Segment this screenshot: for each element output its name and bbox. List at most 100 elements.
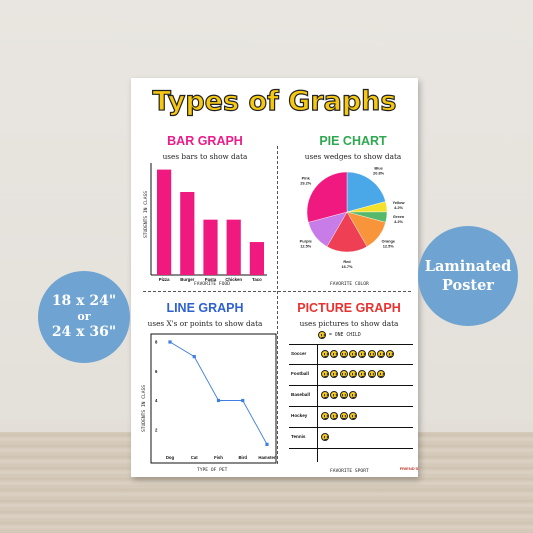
- smiley-face-icon: [321, 412, 329, 420]
- pie-chart-xlabel: FAVORITE COLOR: [330, 282, 369, 287]
- smiley-face-icon: [348, 350, 357, 358]
- picture-row-line: [289, 385, 413, 386]
- pie-label: Pink: [302, 175, 311, 180]
- smiley-face-icon: [318, 331, 326, 339]
- pie-pct-label: 12.5%: [300, 244, 312, 249]
- bar-tick-label: Pizza: [159, 277, 170, 282]
- poster: Types of Graphs BAR GRAPH uses bars to s…: [131, 78, 418, 477]
- picture-graph-axis: [317, 344, 318, 462]
- picture-graph-subtitle: uses pictures to show data: [299, 319, 399, 328]
- pie-label: Yellow: [392, 200, 405, 205]
- vertical-divider: [277, 146, 278, 464]
- line-point: [265, 442, 269, 446]
- smiley-face-icon: [348, 391, 357, 399]
- pie-pct-label: 12.5%: [383, 244, 395, 249]
- smiley-face-icon: [358, 350, 367, 358]
- smiley-face-icon: [330, 391, 339, 399]
- line-point: [216, 398, 221, 403]
- pie-label: Green: [393, 214, 405, 219]
- picture-row-line: [289, 427, 413, 428]
- bar-graph-subtitle: uses bars to show data: [162, 152, 248, 161]
- line-graph-subtitle: uses X's or points to show data: [147, 319, 263, 328]
- smiley-face-icon: [339, 391, 348, 399]
- pie-pct-label: 29.2%: [300, 180, 312, 185]
- line-y-tick: 6: [155, 369, 158, 374]
- bar-graph-title: BAR GRAPH: [167, 134, 243, 148]
- line-chart: 8 6 4 2 Dog Cat Fish Bird Hamster: [150, 333, 277, 464]
- smiley-face-icon: [339, 370, 348, 378]
- line-y-tick: 2: [155, 427, 158, 432]
- smiley-face-icon: [367, 370, 376, 378]
- poster-title: Types of Graphs: [152, 85, 397, 117]
- picture-graph-key: = ONE CHILD: [329, 333, 361, 338]
- pie-chart-subtitle: uses wedges to show data: [304, 152, 402, 161]
- pie-pct-label: 20.8%: [373, 171, 385, 176]
- pie-pct-label: 16.7%: [341, 264, 353, 269]
- line-series: [169, 341, 268, 445]
- picture-row-label: Tennis: [291, 434, 306, 439]
- horizontal-divider: [143, 291, 411, 292]
- smiley-face-icon: [321, 350, 329, 358]
- bar: [203, 219, 218, 275]
- pie-chart-title: PIE CHART: [319, 134, 387, 148]
- line-x-tick: Cat: [191, 455, 198, 460]
- picture-row-line: [289, 406, 413, 407]
- bar-tick-label: Chicken: [225, 277, 242, 282]
- picture-row-label: Football: [291, 371, 309, 376]
- laminated-badge-line1: Laminated: [424, 258, 512, 275]
- line-x-tick: Bird: [238, 455, 247, 460]
- smiley-face-icon: [330, 370, 339, 378]
- size-badge-line2: or: [77, 310, 91, 323]
- size-badge: 18 x 24" or 24 x 36": [38, 271, 130, 363]
- smiley-face-icon: [376, 370, 385, 378]
- laminated-badge: Laminated Poster: [418, 226, 518, 326]
- bar-graph-xlabel: FAVORITE FOOD: [194, 282, 230, 287]
- pie-slice: [346, 171, 386, 213]
- line-y-tick: 8: [155, 340, 158, 345]
- smiley-face-icon: [321, 433, 329, 441]
- line-graph-title: LINE GRAPH: [166, 301, 244, 315]
- picture-row-label: Hockey: [291, 413, 308, 418]
- size-badge-line3: 24 x 36": [51, 324, 117, 340]
- bar-tick-label: Burger: [180, 277, 194, 282]
- smiley-face-icon: [386, 350, 395, 358]
- bar-chart: Pizza Burger Pasta Chicken Taco: [150, 163, 267, 282]
- pie-pct-label: 4.2%: [394, 205, 403, 210]
- line-point: [168, 340, 172, 344]
- smiley-face-icon: [348, 412, 357, 420]
- bar: [249, 242, 264, 275]
- smiley-face-icon: [376, 350, 385, 358]
- picture-row-line: [289, 364, 413, 365]
- smiley-face-icon: [367, 350, 376, 358]
- smiley-face-icon: [339, 350, 348, 358]
- line-point: [192, 355, 196, 359]
- bar: [180, 191, 195, 275]
- smiley-face-icon: [321, 391, 329, 399]
- picture-row-label: Baseball: [291, 392, 310, 397]
- smiley-face-icon: [339, 412, 348, 420]
- bar: [157, 169, 172, 275]
- picture-row-line: [289, 344, 413, 345]
- line-x-tick: Dog: [166, 455, 175, 460]
- pie-pct-label: 4.2%: [394, 219, 403, 224]
- publisher-logo: FRIEND'S: [399, 466, 419, 471]
- line-graph-xlabel: TYPE OF PET: [197, 468, 228, 473]
- pie-label: Blue: [374, 166, 383, 171]
- size-badge-line1: 18 x 24": [51, 293, 117, 309]
- smiley-face-icon: [330, 412, 339, 420]
- pie-chart: Blue20.8%Yellow4.2%Green4.2%Orange12.5%R…: [300, 166, 406, 269]
- picture-row-label: Soccer: [291, 351, 307, 356]
- bar-tick-label: Pasta: [205, 277, 217, 282]
- line-plot-frame: [150, 333, 277, 464]
- pie-label: Purple: [300, 239, 313, 244]
- pie-label: Orange: [381, 239, 395, 244]
- smiley-face-icon: [358, 370, 367, 378]
- line-y-tick: 4: [155, 398, 158, 403]
- smiley-face-icon: [348, 370, 357, 378]
- bar-tick-label: Taco: [252, 277, 262, 282]
- line-graph-ylabel: STUDENTS IN CLASS: [142, 384, 147, 432]
- pie-slice: [306, 171, 348, 223]
- bar: [226, 219, 241, 275]
- picture-graph-title: PICTURE GRAPH: [297, 301, 401, 315]
- picture-row-line: [289, 448, 413, 449]
